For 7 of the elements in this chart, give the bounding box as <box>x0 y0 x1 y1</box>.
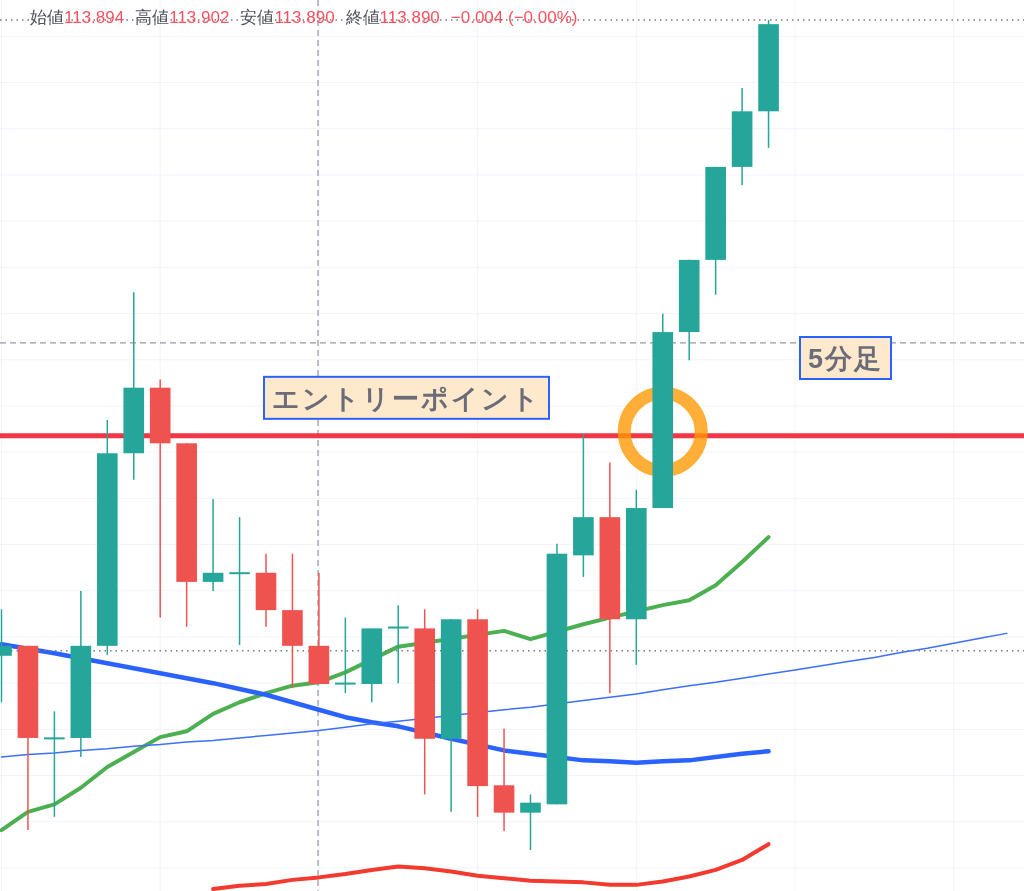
ref-line-label: エントリーポイント <box>272 383 541 414</box>
annotation: 終値113.890 <box>345 8 440 27</box>
annotation: 始値113.894 <box>30 8 125 27</box>
annotation: 高値113.902 <box>135 8 230 27</box>
title: 5分足 <box>808 344 883 374</box>
annotation: 安値113.890 <box>240 8 335 27</box>
annotation: −0.004 (−0.00%) <box>450 8 578 27</box>
